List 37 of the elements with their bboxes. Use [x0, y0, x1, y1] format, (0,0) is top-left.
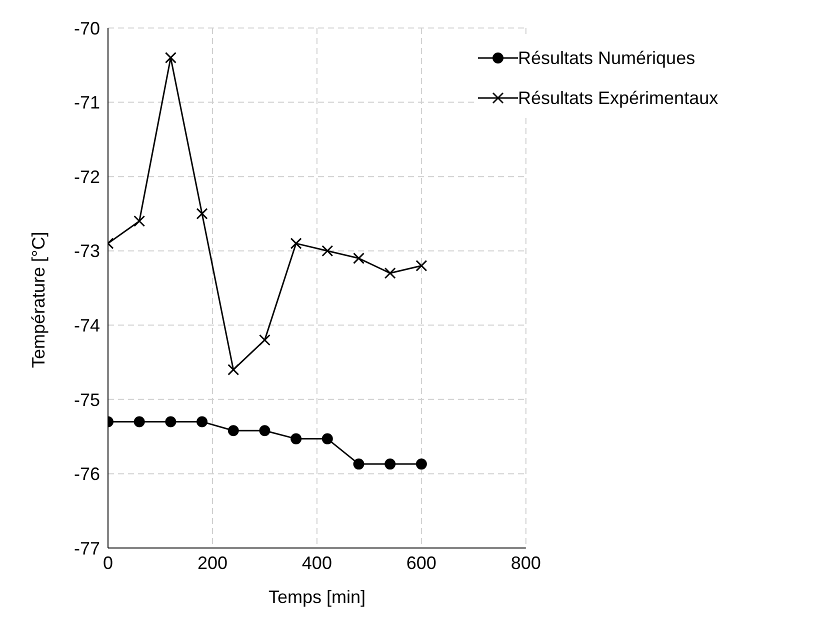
point [228, 425, 239, 436]
point [196, 208, 208, 220]
y-tick-label: -73 [74, 241, 100, 262]
y-tick-label: -77 [74, 538, 100, 558]
point [353, 458, 364, 470]
point [134, 416, 145, 428]
point [322, 245, 334, 257]
y-tick-label: -74 [74, 316, 100, 336]
point [290, 238, 302, 250]
x-tick-label: 800 [510, 552, 541, 573]
point [384, 267, 396, 279]
point [322, 433, 333, 444]
y-tick-label: -70 [74, 18, 100, 38]
point [290, 433, 302, 444]
x-tick-label: 200 [197, 552, 228, 573]
point [196, 416, 208, 428]
point [416, 458, 427, 470]
point [384, 458, 396, 470]
x-tick-label: 0 [102, 552, 114, 573]
legend-label: Résultats Expérimentaux [518, 88, 718, 108]
point [228, 364, 240, 376]
y-tick-label: -75 [74, 390, 100, 410]
x-axis-title: Temps [min] [268, 587, 366, 607]
y-tick-label: -71 [74, 92, 100, 113]
point [416, 260, 428, 272]
y-axis-title: Température [°C] [28, 232, 48, 368]
point [258, 334, 270, 346]
legend-label: Résultats Numériques [518, 48, 696, 68]
point [259, 425, 270, 436]
x-tick-label: 600 [406, 552, 436, 573]
point [164, 52, 176, 64]
point [165, 416, 176, 428]
point [134, 215, 146, 227]
x-tick-label: 400 [302, 552, 332, 573]
y-tick-label: -76 [74, 464, 100, 484]
point [352, 252, 364, 264]
y-tick-label: -72 [74, 166, 100, 187]
